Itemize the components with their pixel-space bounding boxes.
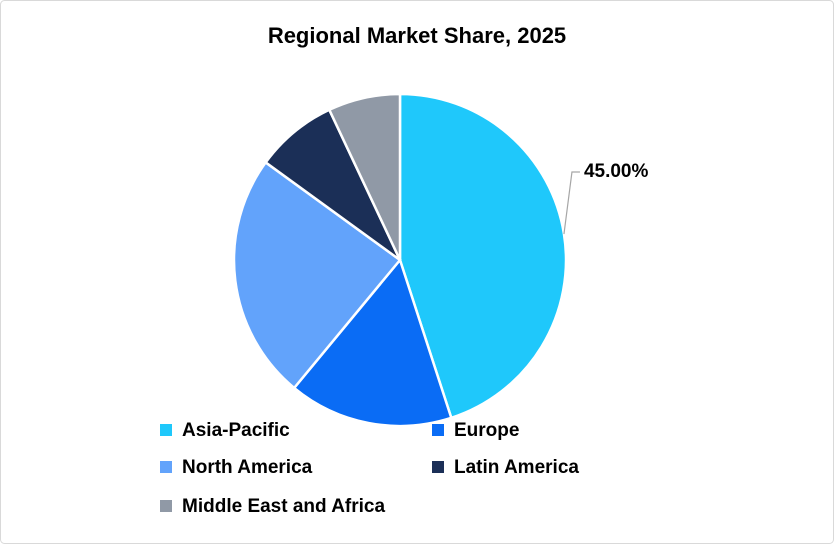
pie-slice	[327, 92, 402, 261]
legend-swatch	[432, 424, 444, 436]
legend-label: Asia-Pacific	[182, 420, 290, 441]
legend-label: North America	[182, 457, 313, 478]
pie-slice	[292, 257, 453, 428]
pie-slice	[398, 92, 568, 420]
legend-label: Europe	[454, 420, 519, 441]
leader-line	[563, 171, 580, 235]
legend-swatch	[160, 424, 172, 436]
legend-label: Middle East and Africa	[182, 496, 385, 517]
pie-slice	[232, 160, 402, 390]
legend-swatch	[432, 461, 444, 473]
legend-swatch	[160, 461, 172, 473]
legend-label: Latin America	[454, 457, 579, 478]
data-label: 45.00%	[584, 161, 649, 182]
legend-swatch	[160, 500, 172, 512]
chart-title: Regional Market Share, 2025	[268, 23, 566, 48]
